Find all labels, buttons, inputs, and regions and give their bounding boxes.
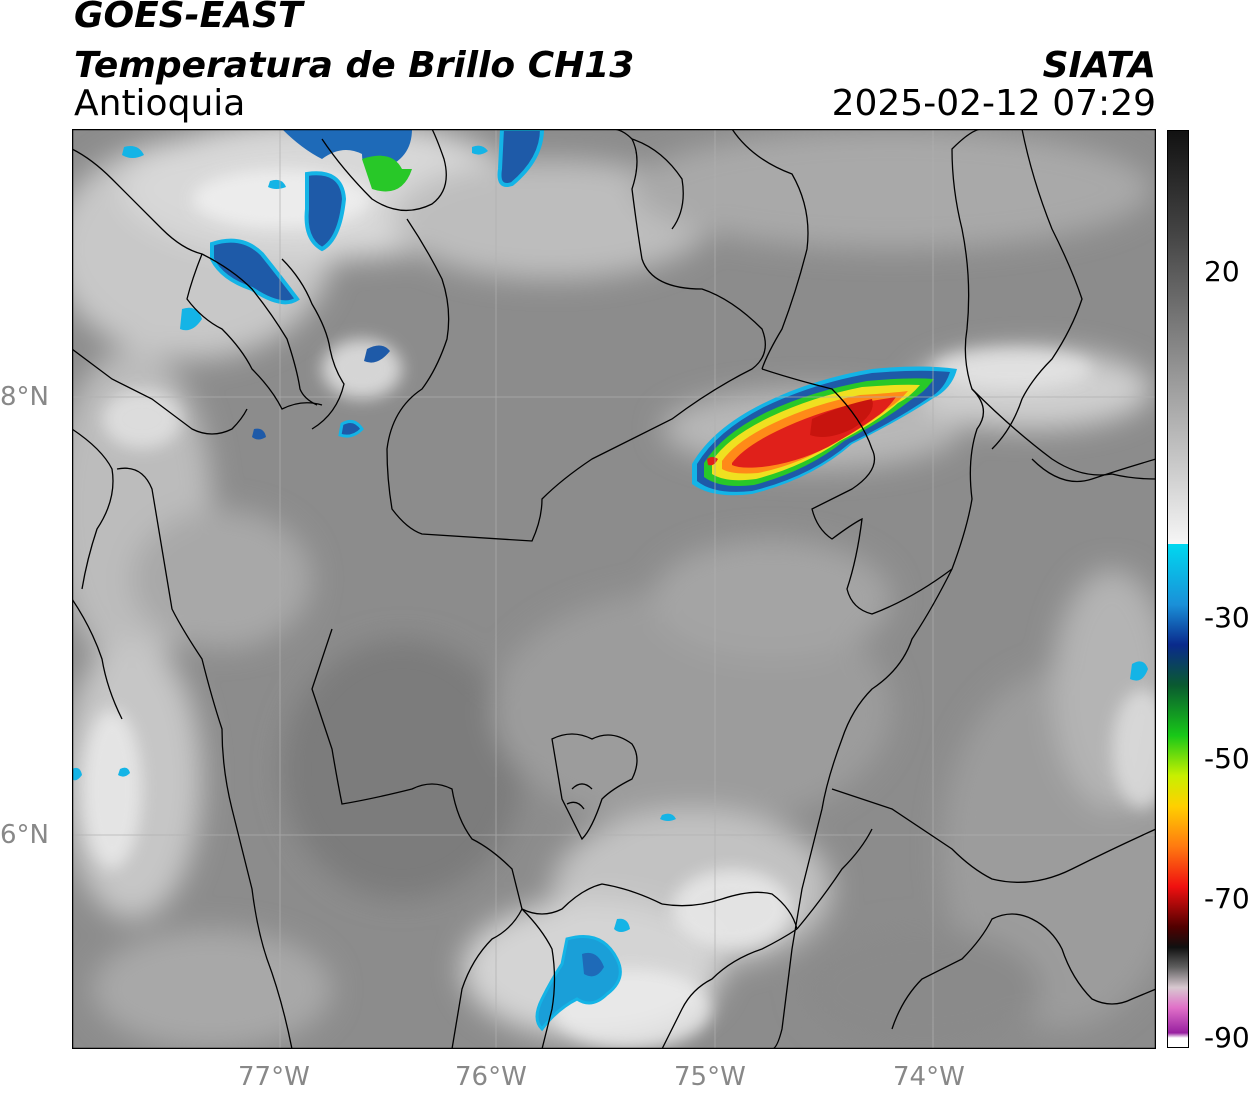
title-product: Temperatura de Brillo CH13 xyxy=(74,45,635,86)
colorbar-label: -70 xyxy=(1204,882,1250,915)
graticule xyxy=(72,129,1156,1049)
x-tick-label: 77°W xyxy=(238,1062,310,1092)
colorbar-label: -50 xyxy=(1204,742,1250,775)
title-satellite: GOES-EAST xyxy=(74,0,303,36)
colorbar-label: -30 xyxy=(1204,601,1250,634)
y-tick-label: 8°N xyxy=(0,382,49,412)
colorbar xyxy=(1167,130,1189,1048)
satellite-map xyxy=(72,129,1156,1049)
convective-system xyxy=(692,366,957,496)
colorbar-label: 20 xyxy=(1204,255,1240,288)
title-datetime: 2025-02-12 07:29 xyxy=(831,83,1156,124)
y-tick-label: 6°N xyxy=(0,820,49,850)
x-tick-label: 76°W xyxy=(455,1062,527,1092)
title-org: SIATA xyxy=(1042,45,1156,86)
title-region: Antioquia xyxy=(74,83,246,124)
cold-cloud-tops xyxy=(72,129,1148,1032)
x-tick-label: 74°W xyxy=(893,1062,965,1092)
x-tick-label: 75°W xyxy=(674,1062,746,1092)
boundaries xyxy=(72,129,1156,1049)
colorbar-label: -90 xyxy=(1204,1021,1250,1054)
